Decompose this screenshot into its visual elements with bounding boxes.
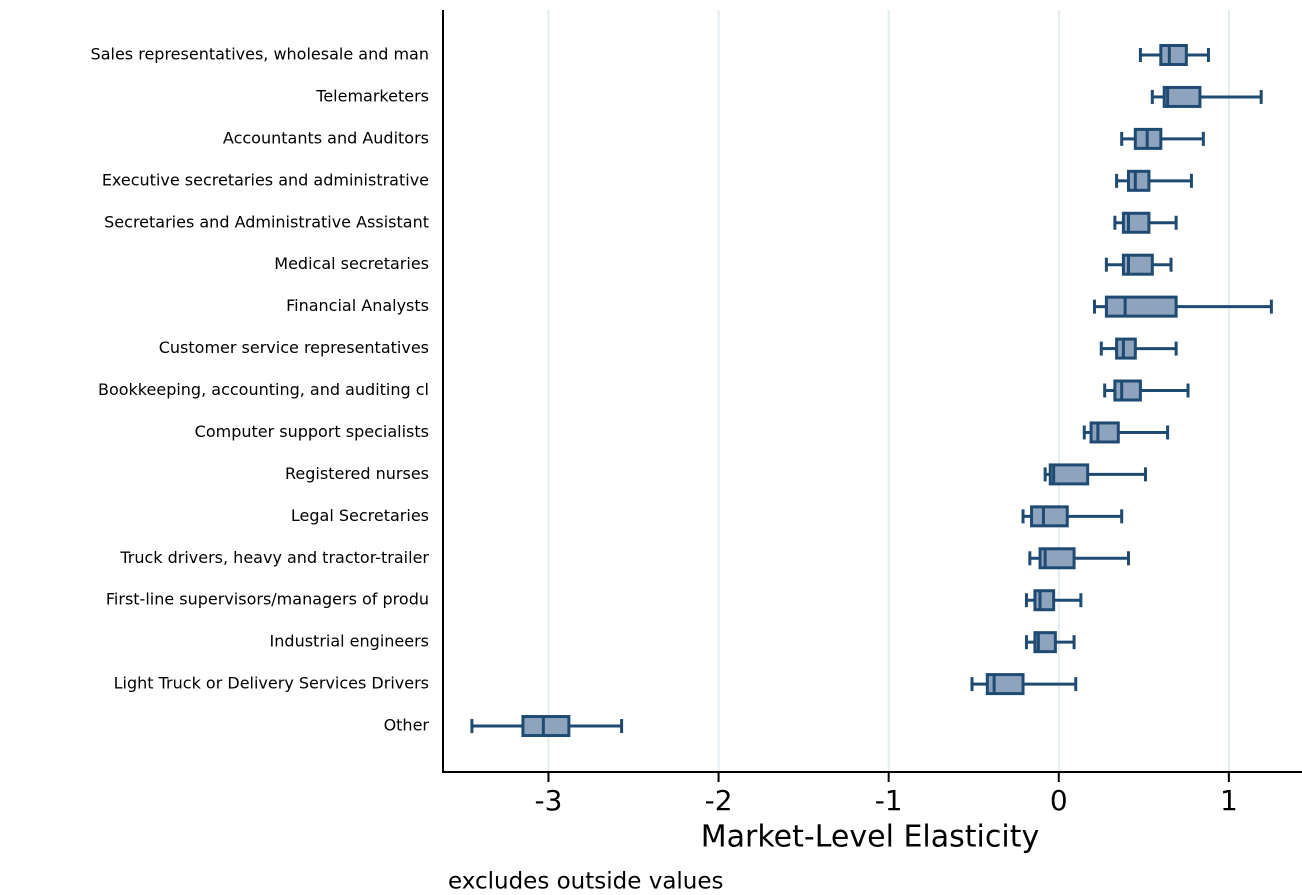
y-tick-label: Other bbox=[384, 716, 430, 735]
box bbox=[1113, 379, 1142, 402]
box bbox=[521, 715, 571, 738]
y-tick-label: Customer service representatives bbox=[159, 338, 429, 357]
y-tick-label: Financial Analysts bbox=[286, 296, 429, 315]
x-tick-label: -3 bbox=[535, 784, 563, 817]
box bbox=[1030, 505, 1069, 528]
y-tick-label: Executive secretaries and administrative bbox=[102, 170, 429, 189]
y-tick-label: Telemarketers bbox=[315, 86, 429, 105]
box bbox=[1038, 547, 1076, 570]
x-tick-label: 0 bbox=[1050, 784, 1068, 817]
x-tick-label: -1 bbox=[875, 784, 903, 817]
y-tick-label: Truck drivers, heavy and tractor-trailer bbox=[119, 548, 429, 567]
y-tick-label: Accountants and Auditors bbox=[223, 128, 429, 147]
x-tick-label: 1 bbox=[1220, 784, 1238, 817]
x-tick-label: -2 bbox=[705, 784, 733, 817]
y-tick-label: Industrial engineers bbox=[270, 632, 429, 651]
y-tick-label: Registered nurses bbox=[285, 464, 429, 483]
note: excludes outside values bbox=[448, 869, 724, 895]
y-tick-label: Sales representatives, wholesale and man bbox=[91, 45, 429, 64]
y-tick-label: Medical secretaries bbox=[274, 254, 429, 273]
box bbox=[1115, 337, 1137, 360]
box bbox=[1089, 421, 1120, 444]
box bbox=[985, 673, 1025, 696]
x-axis-title: Market-Level Elasticity bbox=[701, 820, 1039, 855]
box bbox=[1033, 631, 1057, 654]
y-tick-label: Bookkeeping, accounting, and auditing cl bbox=[98, 380, 429, 399]
box bbox=[1162, 85, 1202, 108]
y-tick-label: Legal Secretaries bbox=[291, 506, 429, 525]
y-tick-label: Light Truck or Delivery Services Drivers bbox=[114, 674, 429, 693]
box bbox=[1104, 295, 1178, 318]
y-tick-label: Secretaries and Administrative Assistant bbox=[104, 212, 429, 231]
y-tick-label: First-line supervisors/managers of produ bbox=[106, 590, 429, 609]
box bbox=[1033, 589, 1056, 612]
box bbox=[1159, 44, 1188, 66]
y-tick-label: Computer support specialists bbox=[195, 422, 429, 441]
box bbox=[1126, 169, 1151, 192]
box bbox=[1048, 463, 1090, 486]
box bbox=[1121, 253, 1154, 276]
